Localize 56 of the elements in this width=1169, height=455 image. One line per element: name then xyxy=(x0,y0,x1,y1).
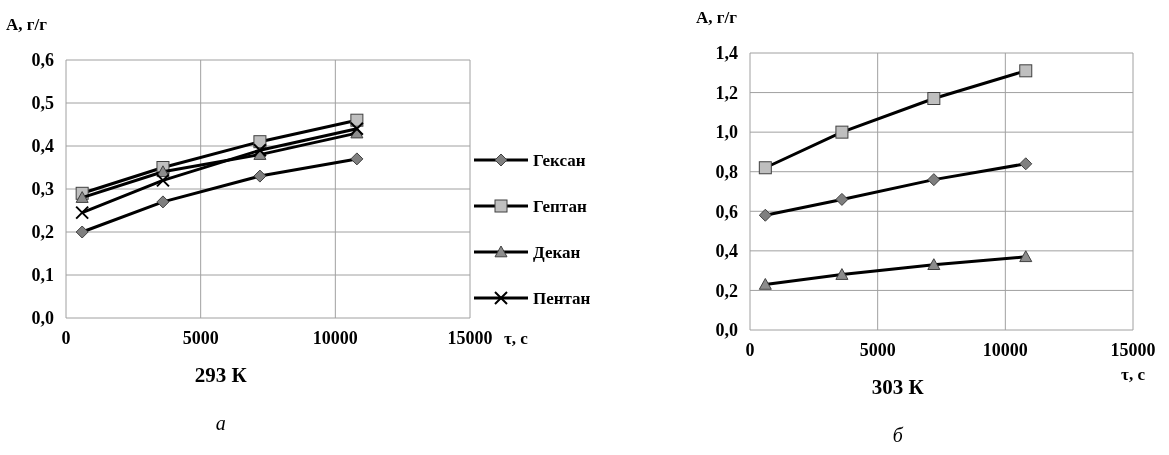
point xyxy=(758,161,772,175)
text: а xyxy=(215,412,226,434)
point xyxy=(927,92,941,106)
point xyxy=(758,277,772,290)
point xyxy=(75,205,90,220)
x-tick-label: 15000 xyxy=(1110,340,1156,360)
text: 303 К xyxy=(871,375,925,399)
y-axis-title: А, г/г xyxy=(6,15,48,34)
point xyxy=(1019,157,1033,171)
x-tick-label: 10000 xyxy=(312,328,358,348)
y-tick-label: 0,0 xyxy=(715,320,738,341)
point xyxy=(156,195,170,209)
y-tick-label: 0,5 xyxy=(31,93,54,114)
point xyxy=(252,143,267,158)
point xyxy=(349,121,364,136)
y-tick-label: 0,4 xyxy=(715,241,738,262)
y-tick-label: 0,6 xyxy=(31,50,54,71)
y-tick-label: 0,0 xyxy=(31,308,54,329)
y-tick-label: 0,4 xyxy=(31,136,54,157)
point xyxy=(835,125,849,139)
point xyxy=(350,152,364,166)
point xyxy=(155,173,170,188)
x-axis-title: τ, с xyxy=(1121,365,1146,384)
y-tick-label: 0,2 xyxy=(715,280,738,301)
y-tick-label: 0,3 xyxy=(31,179,54,200)
point xyxy=(927,258,941,271)
x-tick-label: 0 xyxy=(61,328,71,348)
point xyxy=(835,192,849,206)
point xyxy=(927,173,941,187)
point xyxy=(1019,64,1033,78)
y-tick-label: 0,2 xyxy=(31,222,54,243)
point xyxy=(835,268,849,280)
y-tick-label: 0,1 xyxy=(31,265,54,286)
y-tick-label: 1,2 xyxy=(715,82,738,103)
y-tick-label: 0,6 xyxy=(715,201,738,222)
legend-label: Гептан xyxy=(533,196,587,216)
text: б xyxy=(892,424,904,446)
point xyxy=(75,225,89,239)
point xyxy=(253,169,267,183)
point xyxy=(1019,250,1033,263)
x-tick-label: 5000 xyxy=(859,340,896,360)
x-axis-title: τ, с xyxy=(504,329,529,348)
x-tick-label: 0 xyxy=(745,340,755,360)
point xyxy=(75,191,89,203)
legend-label: Пентан xyxy=(533,288,591,308)
text: 293 К xyxy=(194,363,248,387)
x-tick-label: 15000 xyxy=(447,328,493,348)
point xyxy=(758,208,772,222)
y-tick-label: 0,8 xyxy=(715,162,738,183)
x-tick-label: 5000 xyxy=(182,328,219,348)
legend-label: Гексан xyxy=(533,150,586,170)
legend-label: Декан xyxy=(533,242,581,262)
y-tick-label: 1,4 xyxy=(715,43,738,64)
y-axis-title: А, г/г xyxy=(696,8,738,27)
x-tick-label: 10000 xyxy=(982,340,1028,360)
y-tick-label: 1,0 xyxy=(715,122,738,143)
